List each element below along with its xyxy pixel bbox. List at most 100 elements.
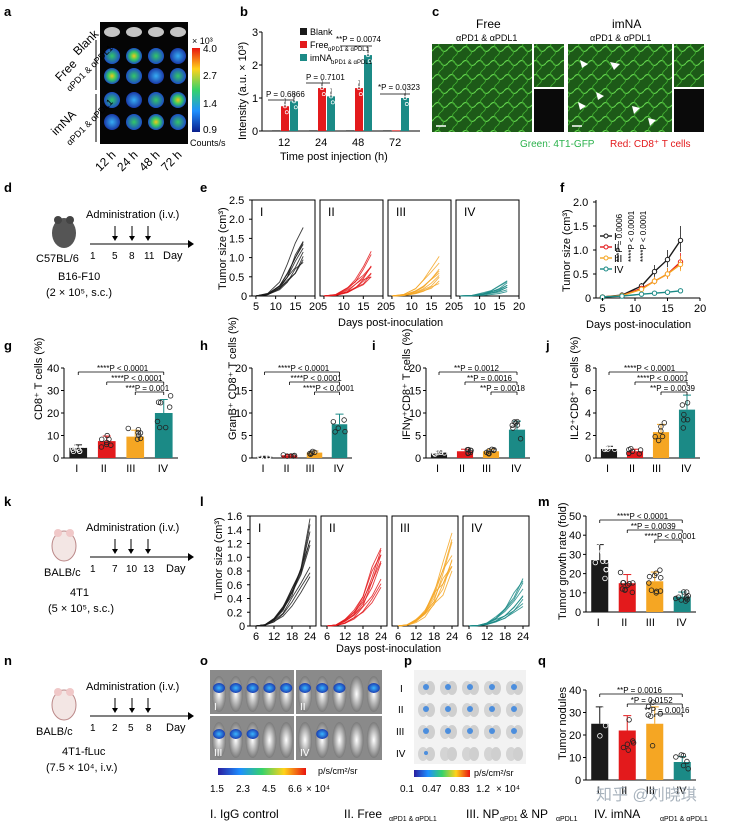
y-axis-label-m: Tumor growth rate (fold): [557, 502, 569, 620]
legend-marker: [603, 244, 609, 250]
day-4: 8: [146, 723, 152, 734]
organ-spot: [126, 27, 142, 37]
colorbar-tick: 2.7: [203, 71, 217, 82]
y-tick-label: 2.0: [573, 197, 588, 209]
bar-free: [281, 106, 289, 131]
x-tick-label: I: [75, 463, 78, 475]
y-tick-label: 0.6: [227, 580, 242, 592]
micrograph-free-red: [534, 89, 564, 132]
data-point: [684, 416, 691, 423]
y-tick-label: 1.5: [573, 221, 588, 233]
group-label: III: [400, 521, 410, 535]
data-point: [366, 53, 370, 58]
x-axis-label: Days post-inoculation: [338, 317, 443, 329]
day-label: Day: [166, 563, 186, 575]
group-label: II: [300, 702, 306, 713]
data-point: [630, 580, 636, 586]
mouse-silhouette: [332, 676, 347, 712]
data-point: [680, 752, 687, 759]
data-point: [685, 593, 691, 599]
x-tick-label: 18: [357, 631, 369, 643]
y-tick-label: 6: [585, 386, 591, 398]
legend-free: Free: [310, 40, 329, 50]
tumor-signal: [333, 683, 346, 693]
colorbar-exponent: × 10⁴: [496, 784, 520, 795]
y-tick-label: 30: [47, 386, 59, 398]
data-point: [619, 293, 625, 299]
bar-blank: [346, 130, 354, 132]
x-tick-label: 24: [315, 137, 327, 149]
micrograph-imna-green: [674, 44, 704, 87]
metastasis-signal: [423, 706, 429, 712]
x-tick-label: I: [597, 785, 600, 797]
data-point: [432, 451, 438, 457]
group-label: III: [396, 205, 406, 219]
data-point: [265, 453, 271, 460]
tumor-growth-line: [391, 283, 440, 297]
group-label: I: [214, 702, 217, 713]
data-point: [648, 713, 654, 719]
data-point: [649, 743, 656, 749]
x-tick-label: II: [459, 463, 465, 475]
data-point: [603, 566, 610, 573]
data-point: [645, 712, 651, 718]
panel-label-a: a: [4, 4, 12, 19]
y-tick-label: 0.4: [227, 594, 242, 606]
legend-III-sub: αPD1: [500, 816, 518, 823]
group-label: I: [260, 205, 263, 219]
colorbar-unit: Counts/s: [190, 138, 226, 148]
lung-lobe: [425, 747, 435, 761]
data-point: [329, 94, 333, 99]
tumor-dose: (7.5 × 10⁴, i.v.): [46, 762, 117, 774]
data-point: [638, 286, 645, 293]
tumor-growth-line: [326, 560, 382, 627]
y-tick-label: 1.4: [227, 525, 242, 537]
mean-lines: [599, 226, 684, 300]
lung-lobe: [506, 747, 516, 761]
organ-spot: [148, 27, 164, 37]
tumor-signal: [246, 683, 259, 693]
day-3: 8: [129, 251, 135, 262]
panel-l: I 6 12 18 24 II 6 12 18 24 III 6 12 18 24 IV 6 12 18 24 0 0.2…: [213, 511, 530, 655]
y-tick-label: 2: [252, 60, 258, 72]
data-point: [266, 454, 272, 460]
bar-III: [646, 723, 664, 780]
x-tick-label: IV: [681, 463, 692, 475]
x-tick-label: I: [436, 463, 439, 475]
organ-spot: [148, 92, 164, 108]
metastasis-signal: [489, 728, 495, 734]
data-point: [293, 105, 298, 110]
panel-e: I 5 10 15 20 II 5 10 15 20 III 5 10 15 20 IV 5 10 15 20 0 0.5…: [217, 195, 525, 329]
colorbar-tick: 0.83: [450, 784, 470, 795]
y-tick-label: 4: [585, 408, 591, 420]
tumor-signal: [299, 683, 311, 693]
data-point: [636, 451, 642, 457]
p-value: ***P = 0.001: [126, 384, 170, 393]
bar-II: [456, 451, 474, 458]
data-point: [617, 569, 624, 576]
x-axis-label: Time post injection (h): [280, 151, 388, 163]
x-tick-label: IV: [158, 463, 169, 475]
day-1: 1: [90, 251, 96, 262]
y-axis-label-q: Tumor nodules: [557, 687, 569, 760]
legend-swatch-blank: [300, 28, 307, 35]
group-label: III: [214, 748, 222, 759]
data-point: [680, 425, 686, 431]
legend-red: Red: CD8⁺ T cells: [610, 139, 691, 150]
bar-blank: [272, 130, 280, 132]
y-tick-label: 2: [585, 431, 591, 443]
p-value-24h: P = 0.7101: [306, 73, 345, 82]
y-tick-label: 50: [569, 511, 581, 523]
tumor-growth-line: [255, 259, 304, 297]
subplot-frame: [320, 515, 388, 627]
mouse-silhouette: [245, 722, 260, 758]
colorbar-tick: 6.6: [288, 784, 302, 795]
tumor-signal: [316, 683, 329, 693]
y-tick-label: 20: [569, 730, 581, 742]
data-point: [591, 713, 597, 720]
panel-label-m: m: [538, 494, 550, 509]
x-tick-label: III: [126, 463, 135, 475]
tumor-growth-line: [255, 566, 311, 627]
mouse-silhouette: [366, 676, 381, 712]
